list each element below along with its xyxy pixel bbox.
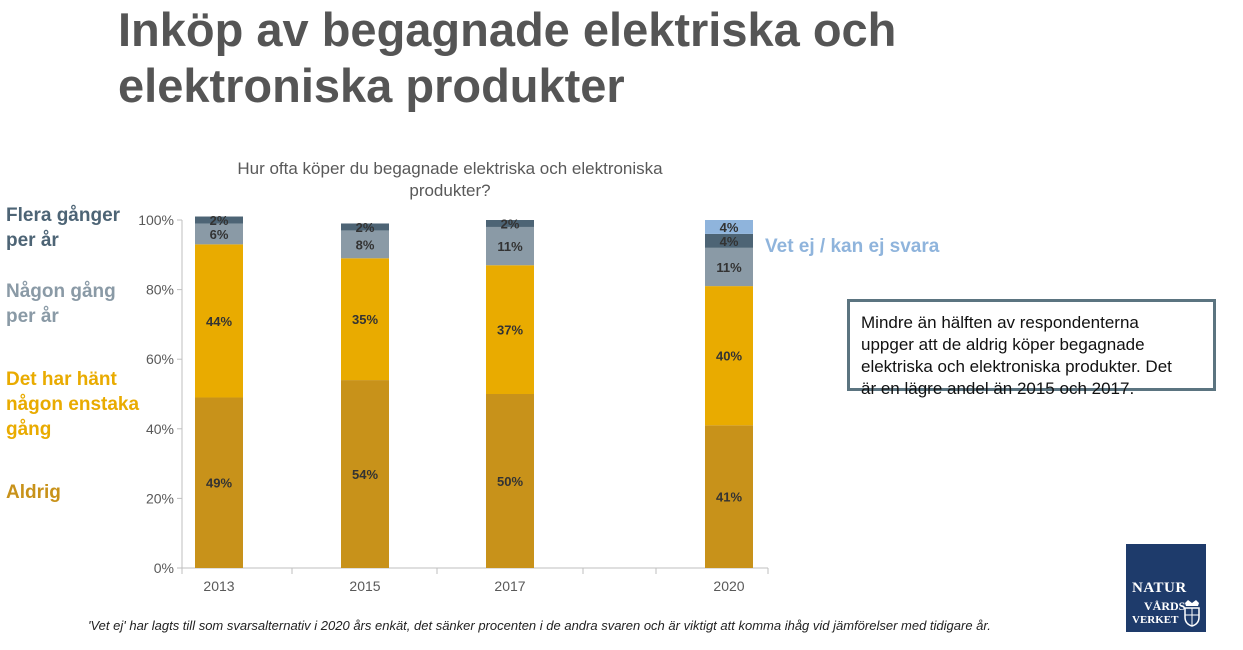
bar-segment [486, 265, 534, 394]
bar-segment [341, 230, 389, 259]
x-tick-label: 2017 [494, 578, 525, 594]
chart-title-line1: Hur ofta köper du begagnade elektriska o… [237, 159, 663, 178]
slide-title-line1: Inköp av begagnade elektriska och [118, 3, 897, 56]
data-label: 41% [716, 490, 742, 505]
data-label: 4% [720, 234, 739, 249]
bar-segment [341, 258, 389, 381]
legend-line: Någon gång [6, 281, 116, 302]
legend-line: Aldrig [6, 482, 61, 503]
legend-flera-ganger: Flera gånger per år [6, 203, 136, 253]
callout-line: elektriska och elektroniska produkter. D… [861, 357, 1172, 376]
crown-shield-icon [1184, 600, 1200, 627]
y-tick-label: 80% [146, 282, 174, 298]
data-label: 40% [716, 349, 742, 364]
y-tick-label: 100% [138, 212, 174, 228]
bar-segment [195, 397, 243, 568]
bar-segment [486, 394, 534, 568]
logo-line1: NATUR [1132, 580, 1187, 596]
data-label: 44% [206, 314, 232, 329]
data-label: 2% [210, 213, 229, 228]
bar-segment [705, 233, 753, 248]
callout-line: uppger att de aldrig köper begagnade [861, 335, 1145, 354]
legend-det-har-hant: Det har hänt någon enstaka gång [6, 367, 166, 442]
logo-line2: VÅRDS [1144, 599, 1186, 613]
callout-box: Mindre än hälften av respondenterna uppg… [847, 299, 1216, 398]
data-label: 2% [501, 216, 520, 231]
x-tick-label: 2013 [203, 578, 234, 594]
bar-segment [341, 380, 389, 568]
y-tick-label: 20% [146, 490, 174, 506]
legend-line: per år [6, 230, 59, 251]
bar-segment [486, 220, 534, 227]
data-label: 4% [720, 220, 739, 235]
data-label: 49% [206, 476, 232, 491]
bar-segment [195, 244, 243, 398]
footnote: 'Vet ej' har lagts till som svarsalterna… [88, 618, 991, 633]
chart-title: Hur ofta köper du begagnade elektriska o… [190, 158, 710, 202]
legend-line: Det har hänt [6, 369, 117, 390]
data-label: 6% [210, 227, 229, 242]
legend-line: gång [6, 419, 52, 440]
slide-title-line2: elektroniska produkter [118, 59, 625, 112]
legend-line: Flera gånger [6, 205, 121, 226]
bar-segment [705, 425, 753, 568]
legend-vet-ej: Vet ej / kan ej svara [765, 236, 940, 257]
logo-line3: VERKET [1132, 614, 1179, 626]
bar-segment [486, 226, 534, 266]
bar-segment [341, 223, 389, 231]
bar-segment [195, 216, 243, 224]
callout-line: Mindre än hälften av respondenterna [861, 313, 1139, 332]
bar-segment [705, 220, 753, 234]
data-label: 50% [497, 474, 523, 489]
data-label: 2% [356, 220, 375, 235]
legend-line: per år [6, 306, 59, 327]
callout-line: är en lägre andel än 2015 och 2017. [861, 379, 1135, 398]
bar-segment [705, 286, 753, 426]
slide-title: Inköp av begagnade elektriska och elektr… [118, 2, 1118, 114]
data-label: 54% [352, 467, 378, 482]
bar-segment [195, 223, 243, 245]
legend-aldrig: Aldrig [6, 480, 136, 505]
data-label: 35% [352, 312, 378, 327]
data-label: 37% [497, 323, 523, 338]
data-label: 8% [356, 237, 375, 252]
naturvardsverket-logo: NATUR VÅRDS VERKET [1126, 544, 1206, 632]
y-tick-label: 60% [146, 351, 174, 367]
x-tick-label: 2015 [349, 578, 380, 594]
legend-nagon-gang: Någon gång per år [6, 279, 136, 329]
data-label: 11% [716, 260, 742, 275]
legend-line: någon enstaka [6, 394, 140, 415]
chart-title-line2: produkter? [409, 181, 491, 200]
y-tick-label: 0% [154, 560, 174, 576]
data-label: 11% [497, 239, 523, 254]
x-tick-label: 2020 [713, 578, 744, 594]
bar-segment [705, 247, 753, 287]
y-tick-label: 40% [146, 421, 174, 437]
